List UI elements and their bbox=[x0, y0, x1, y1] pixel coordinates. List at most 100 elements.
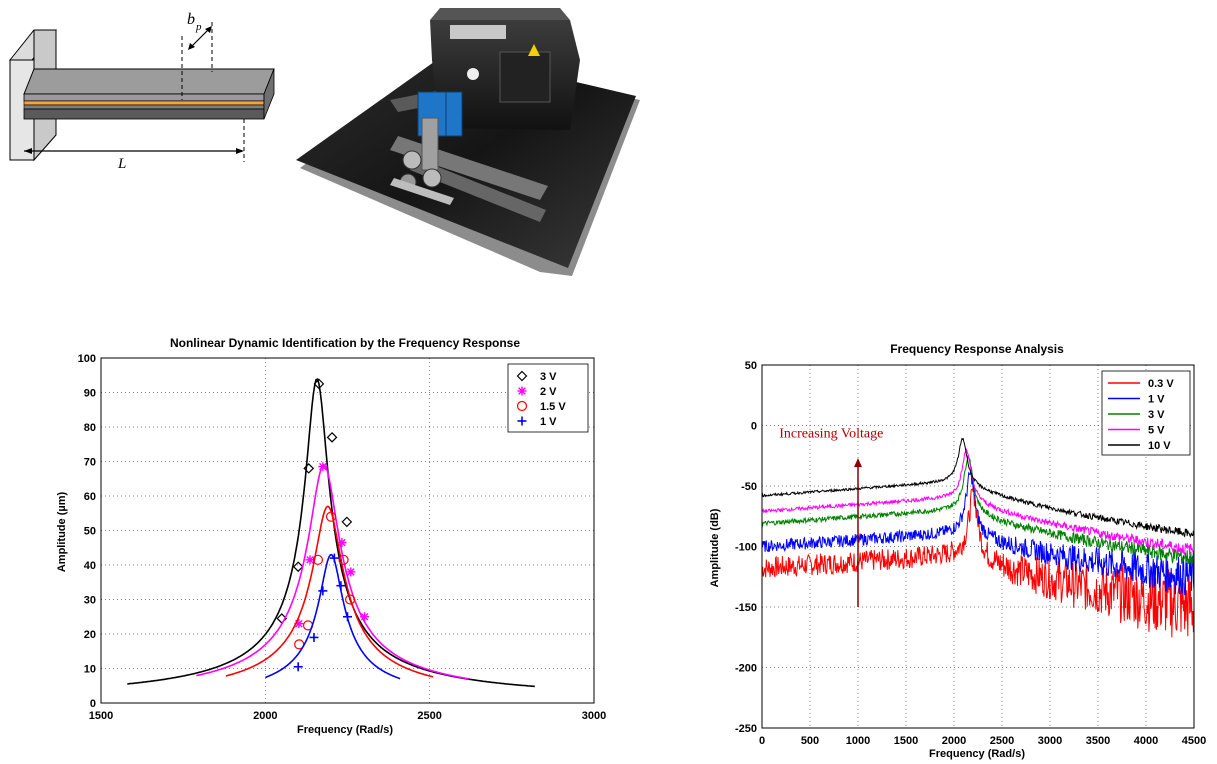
data-point bbox=[338, 554, 349, 565]
annotation: Increasing Voltage bbox=[779, 427, 883, 607]
data-point bbox=[346, 567, 356, 577]
series-line bbox=[761, 484, 1195, 638]
x-tick-label: 3000 bbox=[582, 710, 606, 722]
arrow-head-icon bbox=[188, 43, 195, 50]
y-tick-label: -250 bbox=[735, 723, 757, 735]
bolt bbox=[402, 150, 422, 170]
width-dim-arrow bbox=[189, 27, 211, 49]
data-point bbox=[292, 561, 304, 573]
rail bbox=[410, 158, 546, 222]
x-tick-label: 3000 bbox=[1038, 735, 1062, 747]
legend-label: 2 V bbox=[540, 386, 557, 398]
data-point bbox=[343, 612, 352, 622]
legend: 0.3 V 1 V 3 V 5 V 10 V bbox=[1101, 370, 1191, 456]
warning-icon bbox=[528, 44, 540, 56]
data-point bbox=[336, 581, 346, 591]
x-tick-label: 3500 bbox=[1086, 735, 1110, 747]
series-line bbox=[127, 378, 535, 688]
x-tick-label: 2000 bbox=[942, 735, 966, 747]
y-tick-label: 60 bbox=[84, 491, 96, 503]
x-tick-label: 1000 bbox=[846, 735, 870, 747]
data-point bbox=[313, 378, 325, 390]
beam-upper-layer bbox=[23, 93, 265, 102]
legend-marker bbox=[516, 370, 528, 382]
x-tick-label: 0 bbox=[759, 735, 765, 747]
cantilever-beam-diagram: b p L bbox=[8, 11, 275, 172]
legend-label: 3 V bbox=[540, 371, 557, 383]
x-tick-label: 2000 bbox=[253, 710, 277, 722]
laser-head-top bbox=[430, 8, 570, 20]
legend-box bbox=[1101, 370, 1191, 456]
data-point bbox=[318, 586, 328, 596]
blue-clamp-side bbox=[445, 91, 463, 137]
legend: 3 V 2 V 1.5 V 1 V bbox=[507, 363, 589, 433]
y-tick-label: -50 bbox=[741, 481, 757, 493]
data-point bbox=[329, 553, 339, 563]
legend-label: 1 V bbox=[540, 416, 557, 428]
y-tick-label: -150 bbox=[735, 602, 757, 614]
x-tick-label: 1500 bbox=[89, 710, 113, 722]
data-point bbox=[309, 632, 319, 642]
bolt bbox=[422, 168, 442, 188]
width-label: b bbox=[187, 11, 195, 28]
y-tick-label: 0 bbox=[90, 698, 96, 710]
frequency-response-chart: Frequency Response Analysis Frequency (R… bbox=[709, 342, 1206, 760]
y-tick-label: 30 bbox=[84, 595, 96, 607]
length-label: L bbox=[117, 156, 126, 172]
data-point bbox=[337, 538, 347, 548]
data-point bbox=[345, 594, 356, 605]
y-tick-label: 50 bbox=[745, 360, 757, 372]
legend-label: 1 V bbox=[1148, 394, 1165, 406]
data-point bbox=[360, 612, 370, 622]
y-tick-label: 20 bbox=[84, 629, 96, 641]
x-tick-label: 1500 bbox=[894, 735, 918, 747]
y-axis-label: Amplitude (µm) bbox=[56, 492, 68, 573]
x-axis-label: Frequency (Rad/s) bbox=[297, 724, 393, 736]
arrow-head-icon bbox=[854, 458, 862, 468]
series-line bbox=[225, 505, 434, 678]
width-label-subscript: p bbox=[195, 21, 202, 33]
beam-end-face bbox=[263, 68, 275, 120]
y-tick-label: 10 bbox=[84, 664, 96, 676]
plot-frame bbox=[761, 364, 1195, 729]
y-tick-label: 0 bbox=[751, 421, 757, 433]
annotation-text: Increasing Voltage bbox=[779, 427, 883, 442]
nonlinear-identification-chart: Nonlinear Dynamic Identification by the … bbox=[56, 336, 607, 736]
plot-area bbox=[127, 378, 535, 688]
legend-label: 0.3 V bbox=[1148, 378, 1174, 390]
test-rig-photo bbox=[296, 8, 640, 276]
series-line bbox=[196, 464, 470, 680]
y-tick-label: -200 bbox=[735, 663, 757, 675]
x-tick-label: 4000 bbox=[1134, 735, 1158, 747]
beam-top-face bbox=[23, 68, 275, 95]
shaker-rail bbox=[390, 178, 454, 205]
series-line bbox=[761, 447, 1195, 556]
x-tick-label: 2500 bbox=[417, 710, 441, 722]
arrow-head-icon bbox=[24, 148, 32, 154]
plot-frame bbox=[100, 357, 595, 704]
legend-marker bbox=[517, 416, 527, 426]
x-tick-label: 2500 bbox=[990, 735, 1014, 747]
tick-labels: 0 500 1000 1500 2000 2500 3000 3500 4000 4500-250… bbox=[735, 360, 1206, 747]
y-tick-label: 80 bbox=[84, 422, 96, 434]
y-tick-label: -100 bbox=[735, 542, 757, 554]
y-tick-label: 40 bbox=[84, 560, 96, 572]
y-tick-label: 70 bbox=[84, 457, 96, 469]
y-tick-label: 100 bbox=[78, 353, 96, 365]
legend-label: 5 V bbox=[1148, 425, 1165, 437]
y-axis-label: Amplitude (dB) bbox=[709, 508, 721, 587]
tick-labels: 1500 2000 2500 3000 0 10 20 30 40 50 60 70 80 90 100 bbox=[78, 353, 607, 722]
laser-lens bbox=[499, 51, 551, 103]
laser-aperture bbox=[467, 68, 479, 80]
y-tick-label: 50 bbox=[84, 526, 96, 538]
piezo-layer bbox=[23, 100, 265, 106]
x-tick-label: 500 bbox=[801, 735, 819, 747]
y-tick-label: 90 bbox=[84, 388, 96, 400]
series-line bbox=[265, 553, 401, 680]
arrow-head-icon bbox=[236, 148, 244, 154]
legend-marker bbox=[517, 386, 527, 396]
beam-specimen bbox=[421, 117, 439, 171]
data-point bbox=[312, 554, 324, 565]
data-point bbox=[318, 462, 328, 472]
data-point bbox=[325, 511, 337, 522]
